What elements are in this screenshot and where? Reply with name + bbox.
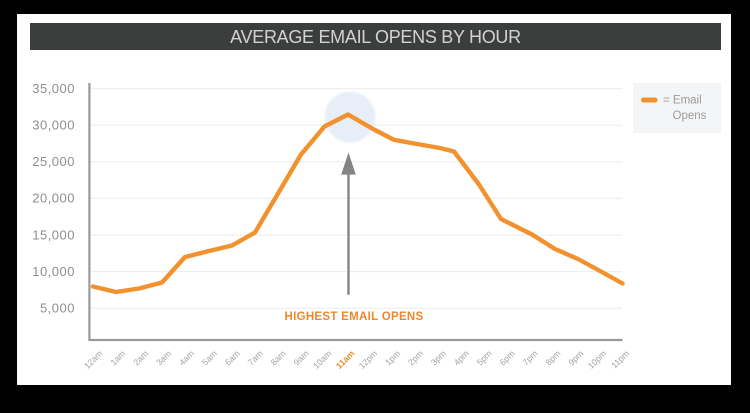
svg-text:4pm: 4pm: [452, 348, 471, 367]
svg-text:12pm: 12pm: [357, 348, 379, 370]
svg-text:11am: 11am: [334, 348, 357, 371]
svg-text:10,000: 10,000: [32, 264, 75, 279]
svg-text:5am: 5am: [200, 348, 219, 367]
svg-text:30,000: 30,000: [32, 117, 75, 132]
svg-text:20,000: 20,000: [32, 191, 75, 206]
svg-text:6pm: 6pm: [498, 348, 517, 367]
svg-text:11pm: 11pm: [609, 348, 631, 370]
svg-text:5,000: 5,000: [40, 300, 75, 315]
svg-text:HIGHEST EMAIL OPENS: HIGHEST EMAIL OPENS: [284, 311, 423, 323]
svg-text:Opens: Opens: [673, 110, 707, 122]
svg-text:6am: 6am: [223, 348, 242, 367]
svg-text:4am: 4am: [177, 348, 196, 367]
svg-text:3pm: 3pm: [429, 348, 448, 367]
svg-text:9pm: 9pm: [566, 348, 585, 367]
svg-text:1am: 1am: [108, 348, 127, 367]
svg-text:5pm: 5pm: [475, 348, 494, 367]
svg-text:7am: 7am: [246, 348, 265, 367]
svg-text:10pm: 10pm: [586, 348, 608, 370]
svg-text:8am: 8am: [269, 348, 288, 367]
svg-text:2pm: 2pm: [406, 348, 425, 367]
svg-text:12am: 12am: [82, 348, 104, 370]
svg-text:15,000: 15,000: [32, 227, 75, 242]
svg-text:10am: 10am: [311, 348, 333, 370]
svg-text:3am: 3am: [154, 348, 173, 367]
svg-text:9am: 9am: [291, 348, 310, 367]
svg-text:= Email: = Email: [663, 95, 702, 107]
svg-text:25,000: 25,000: [32, 154, 75, 169]
svg-text:7pm: 7pm: [520, 348, 539, 367]
svg-text:1pm: 1pm: [383, 348, 402, 367]
svg-text:35,000: 35,000: [32, 81, 75, 96]
svg-text:8pm: 8pm: [543, 348, 562, 367]
svg-text:2am: 2am: [131, 348, 150, 367]
